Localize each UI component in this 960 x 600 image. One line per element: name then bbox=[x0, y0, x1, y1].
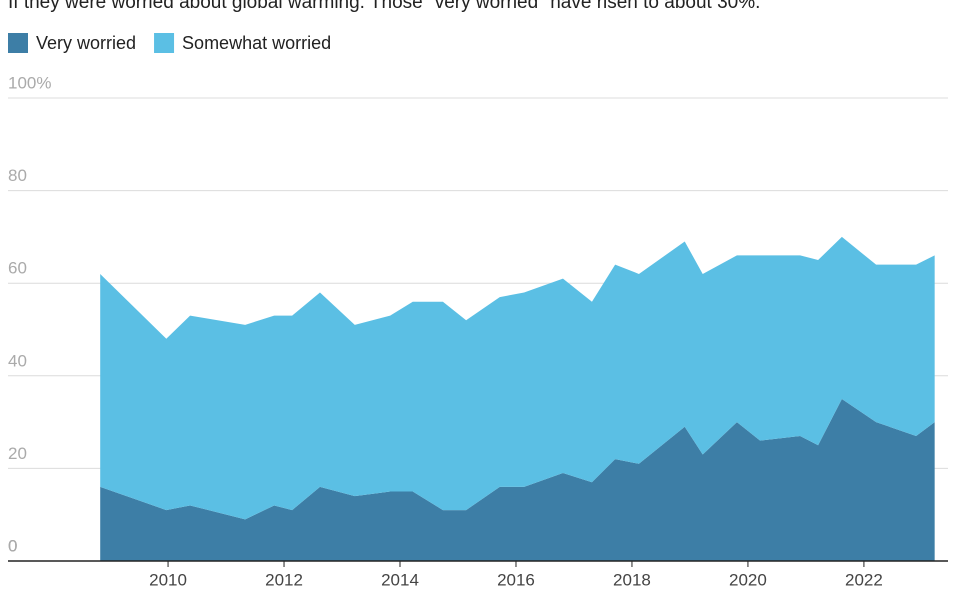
y-tick-label: 100% bbox=[8, 73, 51, 92]
y-tick-label: 20 bbox=[8, 444, 27, 463]
y-tick-label: 60 bbox=[8, 259, 27, 278]
x-tick-label: 2016 bbox=[497, 570, 535, 589]
x-tick-label: 2012 bbox=[265, 570, 303, 589]
x-tick-label: 2020 bbox=[729, 570, 767, 589]
legend-swatch bbox=[154, 33, 175, 53]
area bbox=[100, 236, 935, 520]
x-tick-label: 2014 bbox=[381, 570, 419, 589]
x-tick-label: 2018 bbox=[613, 570, 651, 589]
area bbox=[100, 398, 935, 561]
legend-swatch bbox=[8, 33, 28, 53]
legend-label: Somewhat worried bbox=[182, 33, 331, 53]
legend-label: Very worried bbox=[36, 33, 136, 53]
y-tick-label: 40 bbox=[8, 351, 27, 370]
x-tick-label: 2010 bbox=[149, 570, 187, 589]
x-tick-label: 2022 bbox=[845, 570, 883, 589]
y-tick-label: 0 bbox=[8, 536, 17, 555]
y-tick-label: 0 bbox=[8, 536, 17, 555]
chart-subtitle: If they were worried about global warmin… bbox=[8, 0, 760, 13]
y-tick-label: 80 bbox=[8, 166, 27, 185]
